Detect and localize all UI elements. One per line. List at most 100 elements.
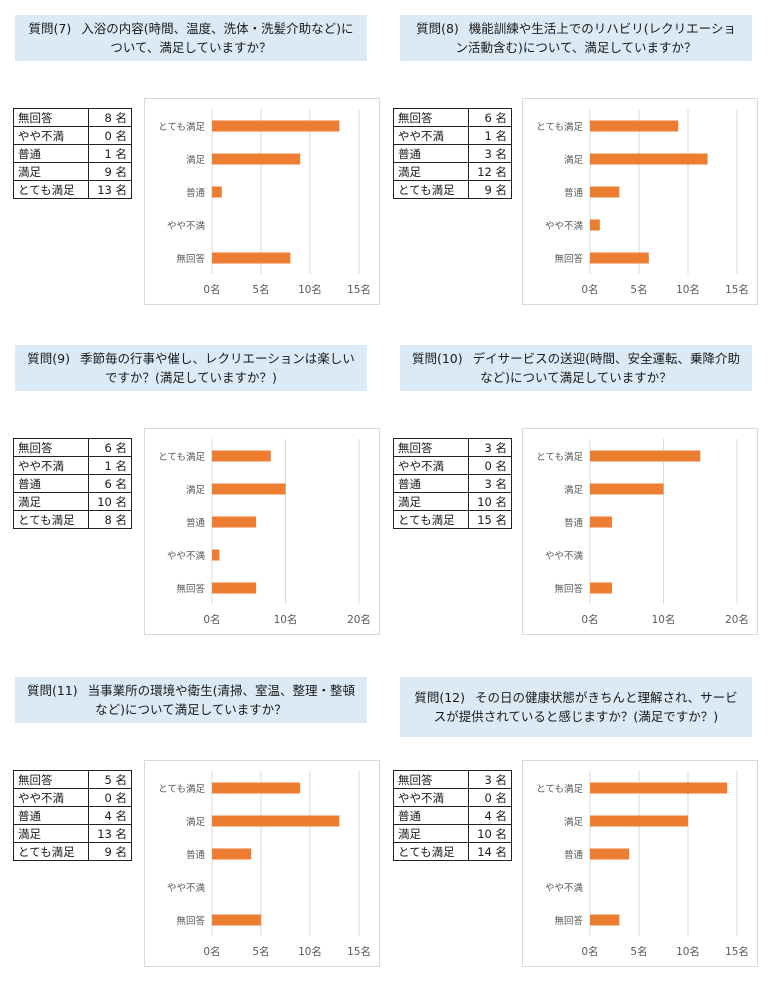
category-label: とても満足: [536, 784, 583, 795]
response-label: 満足: [13, 492, 89, 511]
bar: [590, 153, 708, 165]
response-count: 6 名: [88, 438, 132, 457]
category-label: 普通: [564, 849, 584, 861]
bar: [212, 549, 220, 561]
bar: [590, 450, 701, 462]
category-label: 普通: [564, 517, 584, 529]
response-count: 0 名: [468, 788, 512, 807]
bar: [212, 252, 291, 264]
category-label: とても満足: [158, 784, 205, 795]
category-label: 無回答: [554, 583, 583, 595]
response-count: 8 名: [88, 510, 132, 529]
response-label: 普通: [13, 806, 89, 825]
bar: [590, 582, 613, 594]
question-text-block: 質問(9) 季節毎の行事や催し、レクリエーションは楽しいですか？(満足していますか…: [15, 349, 367, 387]
x-tick-label: 5名: [630, 945, 647, 958]
category-label: 無回答: [176, 915, 205, 927]
response-label: やや不満: [13, 456, 89, 475]
response-count: 6 名: [468, 108, 512, 127]
question-text: 入浴の内容(時間、温度、洗体・洗髪介助など)について、満足していますか？: [81, 21, 354, 55]
bar: [590, 186, 620, 198]
bar-chart: 0名 5名 10名 15名 とても満足 満足 普通 やや不満 無回答: [522, 98, 758, 305]
response-count: 9 名: [468, 180, 512, 199]
question-panel: 質問(12) その日の健康状態がきちんと理解され、サービスが提供されていると感じま…: [389, 662, 774, 987]
bar: [590, 782, 728, 794]
question-number: 質問(10): [411, 351, 463, 366]
question-text: 機能訓練や生活上でのリハビリ(レクリエーション活動含む)について、満足しています…: [455, 21, 736, 55]
question-header: 質問(9) 季節毎の行事や催し、レクリエーションは楽しいですか？(満足していますか…: [15, 345, 367, 391]
bar: [212, 582, 257, 594]
category-label: 無回答: [176, 253, 205, 265]
response-count: 14 名: [468, 842, 512, 861]
response-count: 10 名: [468, 824, 512, 843]
bar: [590, 914, 620, 926]
table-row: とても満足 8 名: [13, 510, 132, 529]
bar: [590, 848, 630, 860]
response-label: とても満足: [393, 842, 469, 861]
response-label: 満足: [13, 162, 89, 181]
x-tick-label: 20名: [725, 613, 749, 626]
response-count: 3 名: [468, 474, 512, 493]
response-label: 無回答: [393, 438, 469, 457]
table-row: やや不満 1 名: [13, 456, 132, 475]
bar: [212, 483, 286, 495]
x-tick-label: 15名: [347, 283, 371, 296]
x-tick-label: 0名: [581, 613, 598, 626]
category-label: 満足: [186, 485, 206, 496]
question-panel: 質問(9) 季節毎の行事や催し、レクリエーションは楽しいですか？(満足していますか…: [0, 330, 385, 655]
question-text: その日の健康状態がきちんと理解され、サービスが提供されていると感じますか？(満足…: [433, 690, 738, 724]
response-count: 5 名: [88, 770, 132, 789]
category-label: やや不満: [167, 883, 206, 894]
category-label: やや不満: [167, 551, 206, 562]
table-row: やや不満 1 名: [393, 126, 512, 145]
category-label: 普通: [186, 517, 206, 529]
response-count: 8 名: [88, 108, 132, 127]
question-panel: 質問(8) 機能訓練や生活上でのリハビリ(レクリエーション活動含む)について、満足…: [389, 0, 774, 325]
x-tick-label: 10名: [298, 945, 322, 958]
response-label: やや不満: [393, 126, 469, 145]
response-count: 1 名: [88, 144, 132, 163]
response-count: 1 名: [88, 456, 132, 475]
category-label: 満足: [564, 155, 584, 166]
response-label: 無回答: [393, 108, 469, 127]
table-row: やや不満 0 名: [13, 788, 132, 807]
table-row: とても満足 13 名: [13, 180, 132, 199]
response-label: やや不満: [13, 788, 89, 807]
table-row: 満足 10 名: [393, 824, 512, 843]
response-label: 無回答: [13, 770, 89, 789]
question-text-block: 質問(8) 機能訓練や生活上でのリハビリ(レクリエーション活動含む)について、満足…: [400, 19, 752, 57]
question-text: 季節毎の行事や催し、レクリエーションは楽しいですか？(満足していますか？): [79, 351, 355, 385]
response-label: 満足: [393, 492, 469, 511]
category-label: やや不満: [167, 221, 206, 232]
category-label: やや不満: [545, 221, 584, 232]
question-header: 質問(12) その日の健康状態がきちんと理解され、サービスが提供されていると感じま…: [400, 677, 752, 737]
response-label: 普通: [393, 474, 469, 493]
bar: [212, 450, 271, 462]
bar-chart: 0名 10名 20名 とても満足 満足 普通 やや不満 無回答: [522, 428, 758, 635]
response-count-table: 無回答 3 名やや不満 0 名普通 3 名満足 10 名とても満足 15 名: [393, 438, 512, 529]
table-row: 無回答 8 名: [13, 108, 132, 127]
bar: [212, 120, 340, 132]
table-row: 普通 1 名: [13, 144, 132, 163]
response-count: 13 名: [88, 180, 132, 199]
x-tick-label: 15名: [725, 283, 749, 296]
question-text-block: 質問(12) その日の健康状態がきちんと理解され、サービスが提供されていると感じま…: [400, 688, 752, 726]
table-row: 普通 4 名: [393, 806, 512, 825]
table-row: 満足 9 名: [13, 162, 132, 181]
bar: [590, 516, 613, 528]
table-row: 無回答 3 名: [393, 438, 512, 457]
response-count: 3 名: [468, 144, 512, 163]
question-header: 質問(7) 入浴の内容(時間、温度、洗体・洗髪介助など)について、満足していますか…: [15, 15, 367, 61]
bar-chart: 0名 5名 10名 15名 とても満足 満足 普通 やや不満 無回答: [522, 760, 758, 967]
table-row: 普通 6 名: [13, 474, 132, 493]
x-tick-label: 15名: [725, 945, 749, 958]
category-label: 満足: [186, 155, 206, 166]
response-count: 13 名: [88, 824, 132, 843]
response-count-table: 無回答 6 名やや不満 1 名普通 3 名満足 12 名とても満足 9 名: [393, 108, 512, 199]
response-count: 10 名: [468, 492, 512, 511]
question-number: 質問(12): [414, 690, 466, 705]
question-text-block: 質問(7) 入浴の内容(時間、温度、洗体・洗髪介助など)について、満足していますか…: [15, 19, 367, 57]
